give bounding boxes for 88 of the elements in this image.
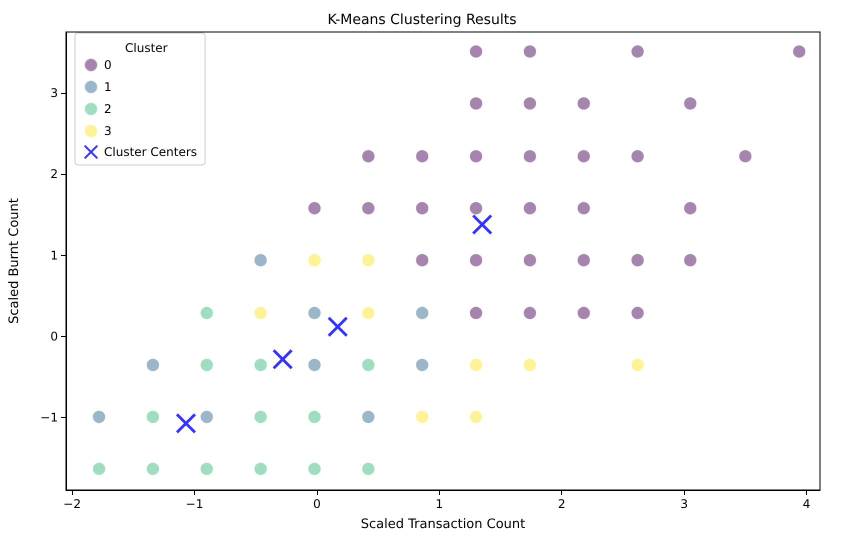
point (361, 149, 376, 164)
point (146, 410, 160, 424)
x-tick-label: −2 (63, 497, 81, 511)
point (308, 410, 322, 424)
point (523, 253, 537, 268)
point (254, 410, 268, 424)
point (146, 462, 160, 476)
point (630, 253, 645, 268)
point (683, 96, 698, 110)
point (576, 96, 591, 110)
point (92, 462, 106, 476)
legend-label: Cluster Centers (104, 145, 198, 159)
point (523, 201, 537, 216)
point (523, 306, 537, 320)
chart-title: K-Means Clustering Results (328, 12, 516, 28)
point (200, 306, 214, 320)
point (630, 358, 645, 372)
point (415, 253, 430, 268)
y-tick-label: 2 (50, 167, 58, 182)
x-tick-label: 2 (558, 497, 566, 511)
point (361, 201, 376, 216)
point (254, 358, 268, 372)
point (738, 149, 752, 164)
point (361, 358, 376, 372)
point (469, 201, 483, 216)
point (523, 44, 537, 58)
point (576, 201, 591, 216)
point (415, 410, 430, 424)
point (361, 410, 376, 424)
y-tick-label: 1 (50, 248, 58, 262)
point (415, 358, 430, 372)
x-tick-label: 4 (802, 497, 810, 511)
legend-label: 0 (104, 58, 112, 72)
point (683, 201, 698, 216)
y-tick-label: −1 (40, 410, 58, 425)
point (328, 316, 348, 337)
point (308, 306, 322, 320)
point (469, 149, 483, 164)
point (469, 306, 483, 320)
point (308, 358, 322, 372)
x-tick-label: 0 (313, 497, 321, 511)
point (576, 306, 591, 320)
point (472, 214, 492, 234)
x-tick-label: 3 (680, 497, 688, 511)
point (523, 149, 537, 164)
point (415, 306, 430, 320)
point (92, 410, 106, 424)
point (415, 149, 430, 164)
point (630, 306, 645, 320)
point (469, 44, 483, 58)
point (176, 413, 196, 434)
point (523, 358, 537, 372)
point (576, 253, 591, 268)
x-tick-label: 1 (436, 497, 444, 511)
point (630, 44, 645, 58)
point (361, 253, 376, 268)
y-axis-title: Scaled Burnt Count (7, 198, 22, 324)
x-tick-label: −1 (186, 497, 204, 511)
point (576, 149, 591, 164)
point (630, 149, 645, 164)
point (272, 349, 293, 370)
point (308, 462, 322, 476)
point (200, 358, 214, 372)
point (146, 358, 160, 372)
point (254, 462, 268, 476)
y-tick-label: 3 (50, 86, 58, 100)
point (523, 96, 537, 110)
legend-label: 3 (104, 124, 112, 138)
point (469, 96, 483, 110)
point (469, 358, 483, 372)
legend-title: Cluster (125, 41, 168, 55)
point (469, 253, 483, 268)
point (792, 44, 806, 58)
point (469, 410, 483, 424)
legend-label: 1 (104, 80, 112, 94)
point (254, 306, 268, 320)
point (683, 253, 698, 268)
x-axis-title: Scaled Transaction Count (360, 517, 526, 532)
point (361, 306, 376, 320)
point (361, 462, 376, 476)
point (308, 201, 322, 216)
point (254, 253, 268, 268)
point (308, 253, 322, 268)
point (415, 201, 430, 216)
point (200, 462, 214, 476)
legend-label: 2 (104, 102, 112, 116)
point (200, 410, 214, 424)
y-tick-label: 0 (50, 330, 58, 344)
